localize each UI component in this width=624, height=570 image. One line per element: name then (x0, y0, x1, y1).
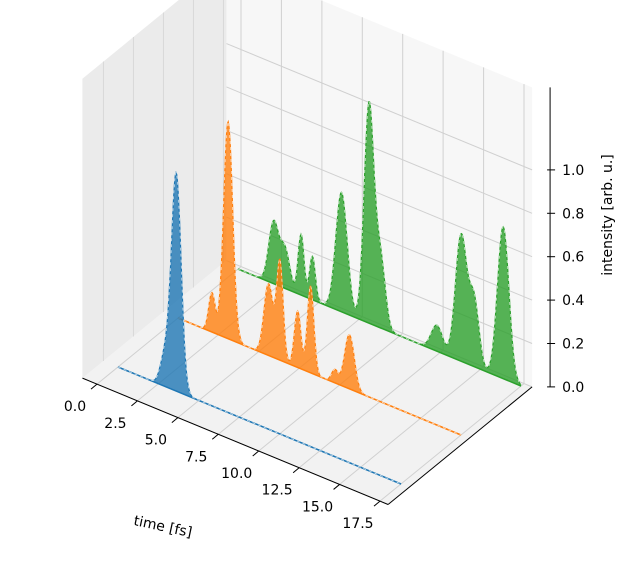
x-tick-mark (333, 484, 340, 490)
x-tick-label: 10.0 (221, 466, 252, 482)
tick-layer: 0.0 2.5 5.0 7.5 10.0 12.5 15.0 17.5 0.0 0.2 0.4 0.6… (64, 163, 585, 532)
series-2 (177, 119, 462, 436)
x-tick-mark (252, 450, 260, 457)
series-line (177, 119, 462, 436)
grid-line (226, 86, 533, 214)
x-axis-label: time [fs] (132, 513, 193, 541)
x-tick-mark (373, 500, 381, 507)
x-tick-label: 2.5 (104, 416, 126, 432)
series-1 (117, 170, 402, 485)
z-tick-label: 0.2 (562, 336, 584, 352)
series-dash-line (117, 171, 402, 485)
series-area (118, 172, 401, 484)
x-tick-label: 15.0 (302, 499, 333, 515)
z-tick-label: 0.8 (562, 206, 584, 222)
x-axis-line (82, 377, 389, 505)
z-tick-label: 0.6 (562, 250, 584, 266)
z-tick-label: 0.0 (562, 380, 584, 396)
series-line (237, 101, 522, 386)
x-tick-mark (171, 417, 179, 423)
side-pane (82, 0, 227, 379)
grid-line (226, 43, 533, 171)
grid-line (226, 129, 533, 258)
series-area (238, 101, 521, 387)
series-layer (117, 101, 522, 485)
x-tick-label: 17.5 (342, 516, 373, 532)
x-tick-mark (131, 400, 138, 407)
x-tick-label: 12.5 (262, 483, 293, 499)
series-3 (237, 101, 522, 387)
z-tick-label: 0.4 (562, 293, 584, 309)
axis-lines (82, 87, 551, 505)
x-tick-mark (292, 467, 300, 474)
x-tick-label: 5.0 (145, 433, 167, 449)
floor-pane (82, 260, 533, 505)
z-tick-label: 1.0 (562, 163, 584, 179)
y-axis-line (387, 386, 533, 505)
x-tick-label: 7.5 (185, 449, 207, 465)
x-tick-label: 0.0 (64, 399, 86, 415)
x-tick-mark (211, 433, 219, 440)
x-tick-mark (90, 383, 98, 390)
series-area (178, 121, 461, 436)
z-axis-label: intensity [arb. u.] (600, 154, 616, 276)
